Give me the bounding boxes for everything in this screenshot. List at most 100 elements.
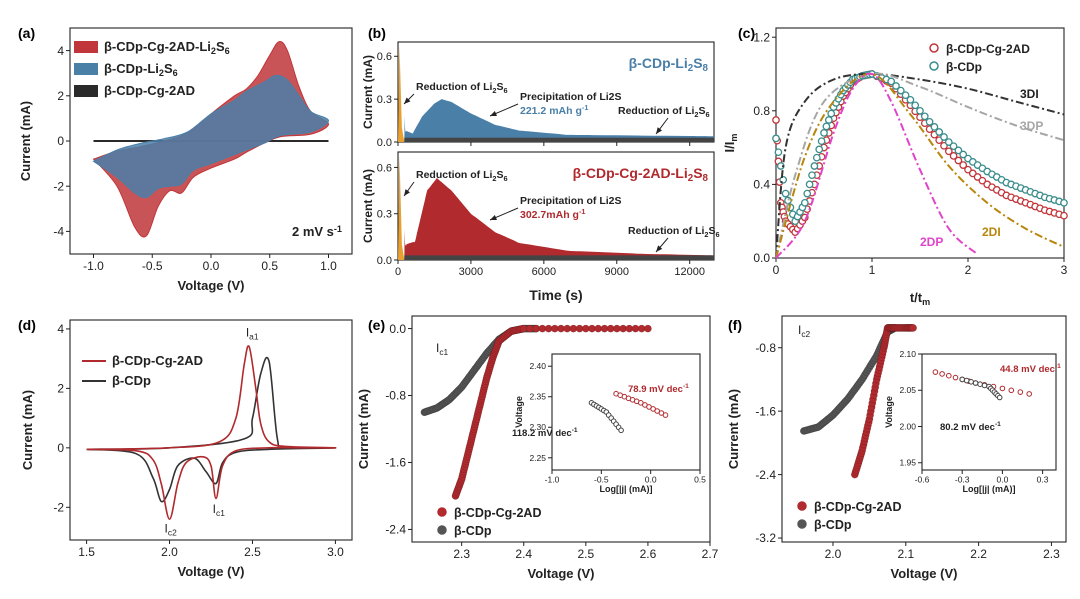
legend-label: β-CDp-Cg-2AD [946,42,1030,56]
data-point [815,145,824,154]
y-tick-label: 1.95 [899,458,916,468]
tafel-slope-label: 80.2 mV dec-1​ [940,421,1001,433]
y-tick-label: 2.05 [899,385,916,395]
y-axis-label: Current (mA) [20,390,35,470]
legend-label: β-CDp [112,373,151,388]
data-point [896,86,905,95]
tafel-slope-label: 118.2 mV dec-1​ [512,427,578,439]
legend-label: β-CDp-Cg-2AD [454,506,541,520]
inset-point [946,372,952,379]
data-point [906,95,915,104]
x-tick-label: 1 [869,263,876,277]
data-point [911,101,920,110]
baseline-area [404,137,714,142]
y-axis-label: Current (mA) [18,101,33,181]
data-point [916,106,924,115]
x-tick-label: -1.0 [545,475,560,485]
y-tick-label: 2.10 [899,349,916,359]
legend-swatch [74,63,98,75]
scan-rate-label: 2 mV s-1​ [292,224,342,239]
annotation-arrowhead [490,214,497,220]
inset-point [968,379,974,385]
y-axis-label: Current (mA) [356,389,371,469]
x-tick-label: 2.3 [1043,547,1060,561]
data-point [822,122,831,131]
model-curve [775,72,979,259]
subplot-title: β-CDp-Cg-2AD-Li2S8​ [573,165,709,184]
legend-label: β-CDp-Cg-2AD-Li2S6​ [104,39,230,56]
cv-line [86,345,337,521]
y-tick-label: 0 [57,441,64,455]
inset-point [939,371,945,377]
y-tick-label: 2 [57,382,64,396]
inset-point [662,412,669,418]
y-tick-label: 2.00 [899,421,916,431]
curve-label: 3DP [1020,119,1043,133]
y-tick-label: -2 [53,179,64,193]
data-point [940,133,948,141]
y-tick-label: 0.6 [377,51,392,63]
x-tick-label: -1.0 [83,259,104,273]
chart-c: 0 1 2 3 0.0 0.4 0.8 1.2 t/tm I/Im 3DI 3DP 2DI 2DP β-CD… [722,27,1068,307]
inset-point [1008,387,1015,394]
legend-swatch [74,85,98,97]
data-point [892,82,900,90]
curve-label: 2DP [920,235,943,249]
annotation-label: Reduction of Li2S6​ [416,81,508,95]
y-tick-label: 0 [57,134,64,148]
plot-frame [781,315,1067,543]
y-tick-label: 0.0 [377,255,392,267]
chart-f: 2.0 2.1 2.2 2.3 -3.2 -2.4 -1.6 -0.8 Voltage (V) C… [726,315,1067,581]
data-point [774,148,783,157]
y-tick-label: 2.30 [529,422,546,432]
y-tick-label: -2.4 [755,468,776,482]
tafel-slope-label: 78.9 mV dec-1​ [628,383,689,395]
panel-label-e: (e) [368,317,385,333]
peak-label: Ic1​ [213,502,226,518]
curve-label: 3DI [1020,87,1039,101]
x-axis-label: Voltage (V) [528,566,595,581]
x-tick-label: 2.5 [577,547,594,561]
annotation-label: Precipitation of Li2S [520,91,622,103]
inset-point [963,377,970,384]
data-point [959,161,968,169]
data-point [954,156,963,165]
legend-marker [929,61,939,71]
x-tick-label: 2.7 [702,547,719,561]
data-point [812,153,821,162]
inset-point [996,394,1003,401]
data-point [817,137,826,146]
data-point [772,134,780,143]
inset-point [981,382,988,389]
data-point [800,198,809,207]
data-point [949,142,958,151]
data-point [935,128,944,136]
y-axis-label: Current (mA) [361,169,375,243]
annotation-arrowhead [656,127,663,134]
x-tick-label: 0 [773,263,780,277]
data-point [820,129,828,137]
inset-point [999,385,1006,392]
data-point [944,147,953,156]
x-tick-label: 6000 [532,266,556,278]
x-tick-label: 0.0 [996,475,1008,485]
current-area [404,99,714,142]
x-tick-label: 0.0 [203,259,220,273]
data-point [1060,211,1068,220]
current-area [404,178,714,260]
legend-label: β-CDp [814,518,852,532]
y-tick-label: 0.0 [377,137,392,149]
panel-label-d: (d) [18,317,36,333]
plot-frame [921,353,1057,471]
tafel-slope-label: 44.8 mV dec-1​ [1000,363,1061,375]
y-tick-label: -3.2 [755,531,776,545]
x-tick-label: 2.2 [970,547,987,561]
legend-label: β-CDp-Cg-2AD [112,353,203,368]
data-point [887,77,896,86]
y-tick-label: 0.4 [753,178,770,192]
y-tick-label: -2 [53,500,64,514]
y-tick-label: 4 [57,322,64,336]
subplot-title: β-CDp-Li2S8​ [629,55,709,74]
y-tick-label: -1.6 [385,456,406,470]
